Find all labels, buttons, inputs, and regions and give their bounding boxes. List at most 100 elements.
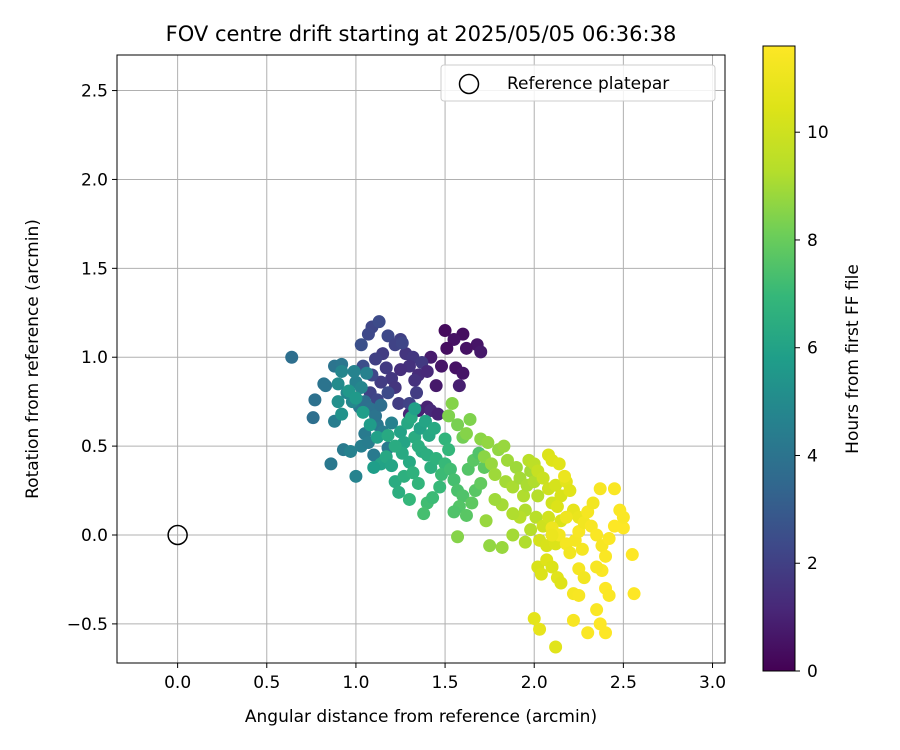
scatter-point	[381, 329, 395, 343]
scatter-point	[452, 379, 466, 393]
colorbar-gradient	[762, 45, 796, 672]
scatter-point	[410, 386, 424, 400]
scatter-point	[488, 492, 502, 506]
colorbar-tick-label: 0	[807, 662, 818, 682]
scatter-point	[349, 469, 363, 483]
y-tick-label: 0.5	[81, 437, 108, 457]
scatter-point	[324, 457, 338, 471]
scatter-point	[474, 345, 488, 359]
scatter-point	[481, 436, 495, 450]
scatter-point	[354, 380, 368, 394]
scatter-point	[440, 341, 454, 355]
scatter-point	[356, 405, 370, 419]
scatter-point	[517, 489, 531, 503]
scatter-point	[331, 377, 345, 391]
scatter-point	[374, 398, 388, 412]
scatter-point	[411, 476, 425, 490]
scatter-point	[395, 336, 409, 350]
scatter-point	[518, 535, 532, 549]
scatter-point	[392, 396, 406, 410]
scatter-point	[306, 411, 320, 425]
scatter-point	[335, 407, 349, 421]
scatter-point	[625, 548, 639, 562]
scatter-point	[427, 421, 441, 435]
scatter-point	[308, 393, 322, 407]
scatter-point	[406, 466, 420, 480]
legend-marker	[458, 73, 480, 95]
scatter-point	[433, 480, 447, 494]
colorbar-tick-label: 8	[807, 231, 818, 251]
scatter-point	[550, 500, 564, 514]
scatter-point	[590, 560, 604, 574]
scatter-point	[566, 613, 580, 627]
scatter-point	[590, 603, 604, 617]
x-tick-label: 3.0	[699, 673, 726, 693]
scatter-point	[402, 455, 416, 469]
scatter-point	[374, 375, 388, 389]
scatter-point	[616, 521, 630, 535]
scatter-point	[442, 409, 456, 423]
scatter-point	[607, 482, 621, 496]
x-tick-label: 1.0	[342, 673, 369, 693]
scatter-point	[319, 379, 333, 393]
scatter-point	[533, 622, 547, 636]
scatter-point	[459, 508, 473, 522]
x-tick-label: 1.5	[432, 673, 459, 693]
scatter-point	[577, 571, 591, 585]
scatter-point	[552, 457, 566, 471]
scatter-point	[438, 324, 452, 338]
scatter-point	[360, 366, 374, 380]
scatter-point	[465, 496, 479, 510]
scatter-point	[370, 430, 384, 444]
scatter-point	[354, 338, 368, 352]
scatter-point	[451, 530, 465, 544]
scatter-point	[367, 460, 381, 474]
scatter-point	[549, 640, 563, 654]
scatter-point	[372, 315, 386, 329]
scatter-point	[420, 364, 434, 378]
y-axis-ticks: −0.5 0.0 0.5 1.0 1.5 2.0 2.5	[67, 82, 117, 635]
scatter-point	[418, 414, 432, 428]
scatter-point	[385, 416, 399, 430]
x-tick-label: 2.5	[610, 673, 637, 693]
scatter-point	[506, 528, 520, 542]
scatter-point	[599, 549, 613, 563]
scatter-point	[411, 439, 425, 453]
scatter-point	[435, 359, 449, 373]
scatter-point	[536, 471, 550, 485]
scatter-point	[438, 432, 452, 446]
scatter-point	[602, 588, 616, 602]
scatter-point	[531, 489, 545, 503]
scatter-point	[506, 507, 520, 521]
scatter-point	[417, 507, 431, 521]
scatter-point	[495, 540, 509, 554]
x-axis-label: Angular distance from reference (arcmin)	[245, 707, 597, 727]
legend-box	[440, 64, 716, 102]
scatter-point	[575, 542, 589, 556]
y-tick-label: −0.5	[67, 615, 108, 635]
scatter-point	[572, 588, 586, 602]
scatter-point	[331, 395, 345, 409]
x-tick-label: 2.0	[521, 673, 548, 693]
scatter-point	[459, 341, 473, 355]
scatter-point	[363, 418, 377, 432]
scatter-point	[431, 407, 445, 421]
scatter-point	[545, 560, 559, 574]
scatter-point	[385, 459, 399, 473]
scatter-point	[447, 473, 461, 487]
legend: Reference platepar	[440, 64, 716, 102]
scatter-point	[393, 363, 407, 377]
scatter-point	[393, 425, 407, 439]
scatter-point	[599, 626, 613, 640]
scatter-point	[506, 480, 520, 494]
colorbar-tick-label: 6	[807, 339, 818, 359]
scatter-point	[369, 352, 383, 366]
scatter-point	[524, 523, 538, 537]
x-tick-label: 0.5	[253, 673, 280, 693]
scatter-point	[581, 626, 595, 640]
colorbar-tick-label: 10	[807, 123, 829, 143]
scatter-point	[335, 364, 349, 378]
plot-frame	[116, 54, 726, 664]
scatter-point	[408, 373, 422, 387]
